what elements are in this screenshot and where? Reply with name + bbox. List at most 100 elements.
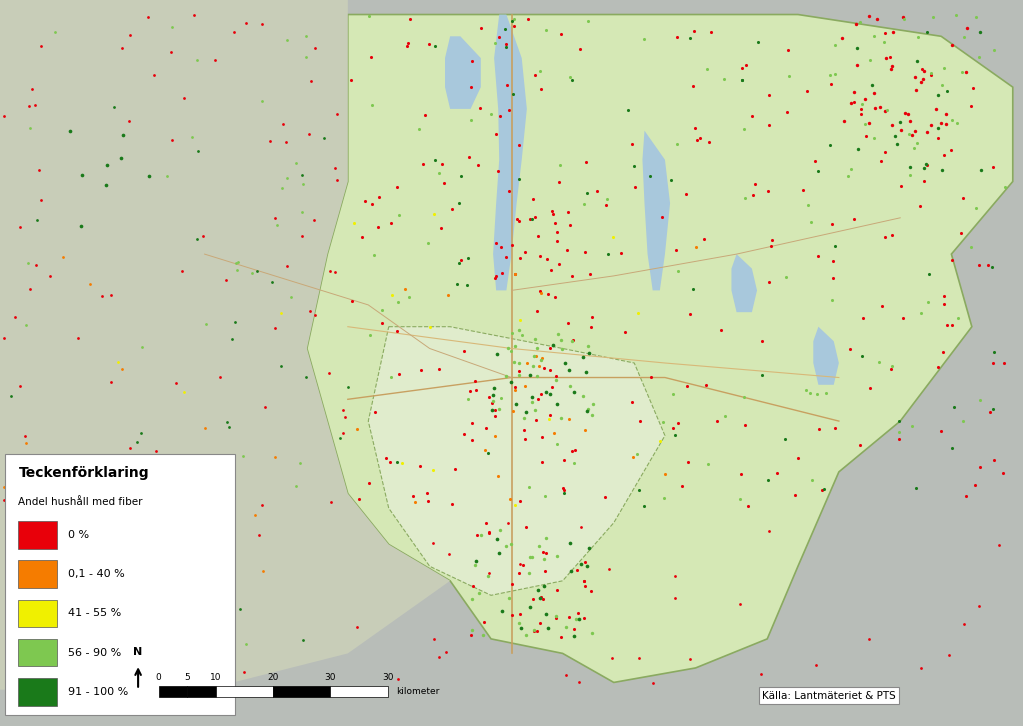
Point [972,395,988,407]
Point [733,74,750,86]
Point [853,103,870,115]
Point [20,582,37,594]
Point [552,412,569,424]
Point [132,428,148,439]
Point [533,354,549,365]
Point [935,150,951,161]
Point [855,312,872,324]
Point [373,317,390,329]
Point [326,266,343,278]
Point [911,200,928,212]
Point [33,194,49,205]
Point [525,592,541,604]
Point [500,104,517,115]
Point [11,380,28,391]
Point [512,314,528,326]
Point [754,335,770,347]
Point [547,291,564,303]
Point [629,448,646,460]
Point [326,163,343,174]
Point [561,611,577,622]
Point [579,404,595,415]
Point [548,375,565,386]
Point [425,537,441,549]
Point [499,343,516,354]
Point [491,31,507,43]
Point [369,221,386,232]
Point [487,37,503,49]
Point [69,508,85,520]
Point [389,325,405,337]
Point [670,417,686,428]
Point [438,646,454,658]
Point [499,80,516,91]
Point [306,214,322,226]
Point [517,246,533,258]
Point [578,156,594,168]
Point [761,119,777,131]
Point [483,108,499,120]
Point [7,311,24,323]
Point [656,492,672,504]
Bar [273,686,330,697]
Point [364,198,381,210]
Point [175,92,191,104]
Point [383,218,399,229]
Point [27,99,43,111]
Point [680,456,697,468]
Point [576,575,592,587]
Point [254,499,270,511]
Point [688,134,705,145]
Text: 56 - 90 %: 56 - 90 % [68,648,121,658]
Point [451,257,468,269]
Point [583,409,599,421]
Point [510,324,527,335]
Point [777,272,794,283]
Point [944,319,961,331]
Point [163,46,179,57]
Point [474,529,490,541]
Point [360,9,376,21]
Point [537,566,553,577]
Point [547,610,564,621]
Point [514,330,530,341]
Point [877,232,893,243]
Point [738,59,754,70]
Point [344,74,360,86]
Point [349,423,365,435]
Point [127,653,143,665]
Point [887,130,903,142]
Point [113,453,129,465]
Point [576,613,592,624]
Point [207,54,223,66]
Point [549,328,566,340]
Point [18,319,35,331]
Point [461,386,478,397]
Point [506,499,523,510]
Point [575,351,591,362]
Point [827,68,843,80]
Point [54,251,71,263]
Point [419,495,436,507]
Point [532,616,548,628]
Text: 0 %: 0 % [68,530,89,540]
Point [865,87,882,99]
Point [524,396,540,408]
Point [522,601,538,613]
Point [133,531,149,542]
Point [283,291,300,303]
Point [121,115,137,127]
Point [505,89,522,100]
Point [776,433,793,445]
Text: 91 - 100 %: 91 - 100 % [68,687,128,697]
Point [828,240,844,252]
Point [971,259,987,271]
Point [692,132,708,144]
Point [504,15,521,27]
Point [827,423,843,434]
Point [228,257,244,269]
Point [254,95,270,107]
Point [717,410,733,422]
Point [510,618,527,629]
Point [564,74,580,86]
